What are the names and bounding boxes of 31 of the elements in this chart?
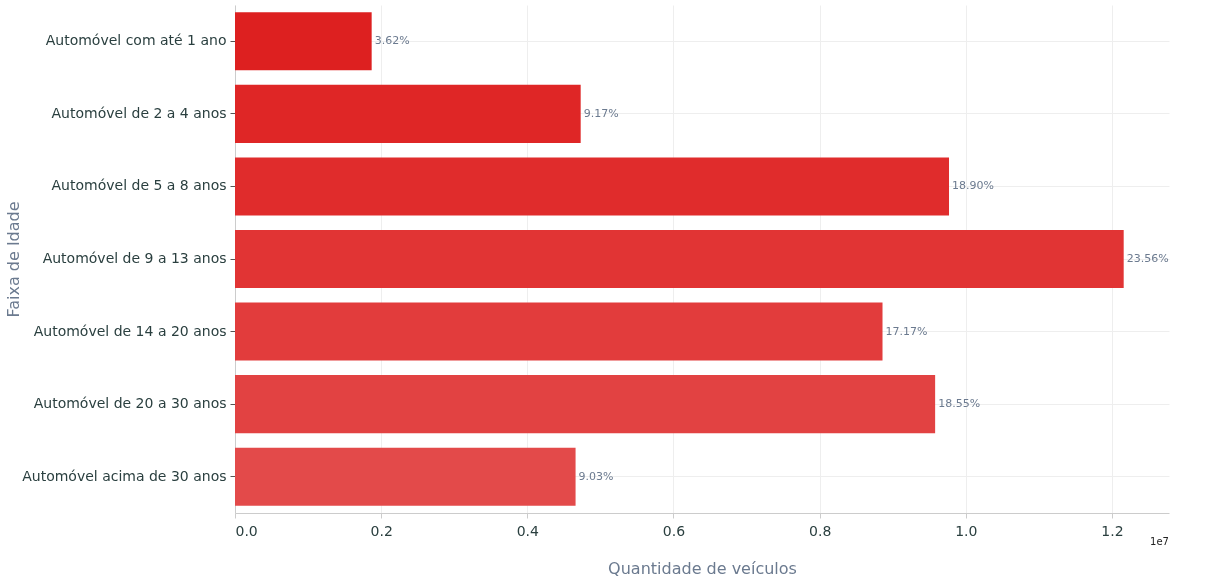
x-tick-label: 0.2: [370, 522, 393, 539]
annotation: 23.56%: [1126, 252, 1169, 265]
x-tick-label: 1.0: [955, 522, 978, 539]
x-axis-title: Quantidade de veículos: [608, 558, 797, 578]
bar: [235, 447, 576, 506]
y-tick-label: Automóvel de 5 a 8 anos: [51, 177, 227, 194]
annotation: 9.17%: [583, 106, 619, 120]
y-tick-label: Automóvel de 9 a 13 anos: [42, 250, 227, 266]
x-tick-label: 0.4: [516, 522, 540, 539]
text: 1e7: [1150, 536, 1169, 547]
bar: [235, 229, 1124, 289]
bar: [235, 375, 936, 434]
bar: [235, 84, 581, 143]
annotation: 18.55%: [938, 397, 981, 411]
x-tick-label: 0.6: [662, 522, 686, 539]
x-tick-label: 0.0: [235, 522, 258, 539]
y-tick-label: Automóvel de 14 a 20 anos: [33, 322, 227, 339]
x-tick-label: 1.2: [1101, 522, 1124, 539]
annotation: 18.90%: [952, 179, 994, 193]
y-tick-label: Automóvel de 20 a 30 anos: [33, 395, 227, 412]
y-tick-label: Automóvel com até 1 ano: [45, 32, 227, 49]
bar: [235, 12, 372, 71]
annotation: 9.03%: [578, 469, 614, 483]
annotation: 3.62%: [374, 34, 410, 48]
x-tick-label: 0.8: [809, 522, 832, 539]
bar: [235, 302, 883, 361]
annotation: 17.17%: [885, 324, 928, 338]
y-tick-label: Automóvel de 2 a 4 anos: [51, 104, 227, 121]
bar: [235, 157, 950, 216]
y-axis-title: Faixa de Idade: [3, 201, 23, 318]
y-tick-label: Automóvel acima de 30 anos: [22, 467, 227, 484]
